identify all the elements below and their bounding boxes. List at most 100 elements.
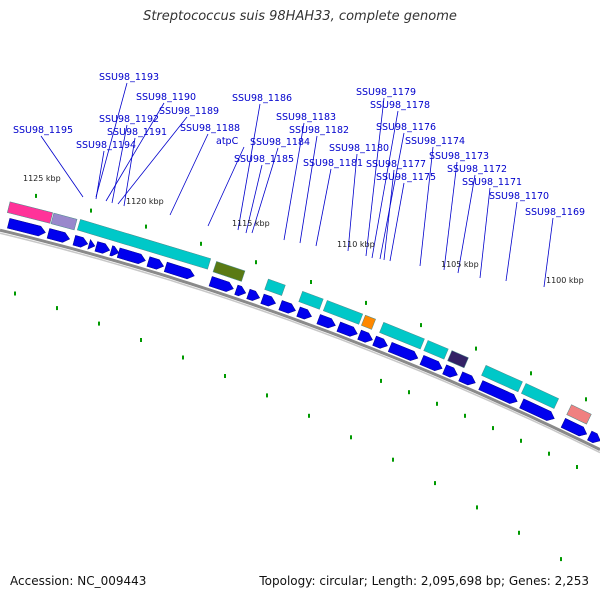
- tick-mark: [255, 260, 257, 265]
- tick-mark: [365, 300, 367, 305]
- leader-line: [419, 146, 434, 267]
- pink-feature: [7, 201, 53, 224]
- gene-label: atpC: [216, 136, 239, 147]
- gene-label: SSU98_1180: [329, 143, 389, 154]
- gene-label: SSU98_1176: [376, 122, 436, 133]
- tick-mark: [98, 321, 100, 326]
- leader-line: [347, 153, 358, 252]
- cds-arrow: [278, 300, 296, 314]
- cyan-feature: [521, 383, 559, 409]
- cds-arrow: [94, 241, 111, 254]
- leader-line: [207, 146, 245, 227]
- cds-arrow-shape: [419, 355, 443, 372]
- tick-mark: [266, 393, 268, 398]
- cds-arrow-shape: [46, 228, 71, 243]
- position-label: 1110 kbp: [337, 240, 375, 249]
- cds-arrow-shape: [7, 218, 46, 237]
- cds-arrow-shape: [234, 284, 247, 297]
- leader-line: [389, 182, 405, 262]
- leader-line: [299, 135, 318, 244]
- cds-arrow-shape: [246, 288, 261, 301]
- cds-arrow: [387, 341, 419, 361]
- cyan-feature: [76, 219, 212, 270]
- pink-feature-shape: [7, 201, 53, 224]
- cyan-feature-shape: [76, 219, 212, 270]
- gene-label: SSU98_1186: [232, 93, 292, 104]
- tick-mark: [350, 435, 352, 440]
- tick-mark: [464, 413, 466, 418]
- gene-label: SSU98_1191: [107, 127, 167, 138]
- gene-label: SSU98_1193: [99, 72, 159, 83]
- cds-arrow: [478, 380, 518, 404]
- cds-arrow: [87, 238, 96, 250]
- tick-mark: [14, 291, 16, 296]
- cds-arrow-shape: [372, 335, 388, 349]
- cyan-feature-shape: [264, 278, 286, 296]
- gene-label: SSU98_1194: [76, 140, 136, 151]
- cyan-feature: [481, 365, 523, 393]
- tick-mark: [392, 457, 394, 462]
- gene-label: SSU98_1173: [429, 151, 489, 162]
- topology-text: Topology: circular; Length: 2,095,698 bp…: [259, 574, 589, 588]
- cds-arrow: [260, 293, 276, 307]
- gene-label: SSU98_1175: [376, 172, 436, 183]
- cyan-feature: [379, 321, 425, 350]
- cds-arrow: [419, 355, 443, 372]
- gene-label: SSU98_1184: [250, 137, 310, 148]
- olive-feature-shape: [212, 261, 246, 282]
- tick-mark: [56, 306, 58, 311]
- cds-arrow: [442, 364, 458, 378]
- position-label: 1105 kbp: [441, 260, 479, 269]
- gene-label: SSU98_1181: [303, 158, 363, 169]
- orange-feature: [361, 314, 376, 330]
- tick-mark: [145, 224, 147, 229]
- tick-mark: [560, 557, 562, 562]
- tick-mark: [436, 401, 438, 406]
- gene-label: SSU98_1169: [525, 207, 585, 218]
- tick-mark: [200, 241, 202, 246]
- cyan-feature: [322, 300, 364, 325]
- leader-line: [379, 132, 405, 260]
- gene-label: SSU98_1174: [405, 136, 465, 147]
- cds-arrow: [163, 261, 195, 280]
- tick-mark: [380, 378, 382, 383]
- leader-line: [479, 187, 491, 279]
- orange-feature-shape: [361, 314, 376, 330]
- cds-arrow-shape: [163, 261, 195, 280]
- tick-mark: [140, 338, 142, 342]
- leader-line: [457, 174, 476, 274]
- gene-label: SSU98_1170: [489, 191, 549, 202]
- cds-arrow-shape: [458, 371, 476, 386]
- dark-feature: [447, 350, 469, 369]
- cyan-feature-shape: [379, 321, 425, 350]
- tick-mark: [475, 346, 477, 351]
- cds-arrow-shape: [560, 418, 588, 437]
- leader-line: [117, 116, 188, 205]
- leader-line: [95, 150, 105, 200]
- position-label: 1115 kbp: [232, 219, 270, 228]
- leader-line: [40, 135, 84, 198]
- tick-mark: [585, 397, 587, 402]
- cds-arrow: [72, 235, 89, 248]
- tick-mark: [476, 505, 478, 510]
- tick-mark: [224, 374, 226, 378]
- cds-arrow-shape: [146, 256, 165, 270]
- cds-arrow-shape: [442, 364, 458, 378]
- cds-arrow: [208, 276, 234, 292]
- cyan-feature-shape: [298, 291, 324, 310]
- cds-arrow-shape: [87, 238, 96, 250]
- gene-label: SSU98_1183: [276, 112, 336, 123]
- leader-line: [443, 161, 458, 271]
- cds-arrow: [560, 418, 588, 437]
- gene-label: SSU98_1189: [159, 106, 219, 117]
- gene-label: SSU98_1195: [13, 125, 73, 136]
- position-label: 1120 kbp: [126, 197, 164, 206]
- leader-line: [543, 217, 554, 288]
- gene-label: SSU98_1190: [136, 92, 196, 103]
- gene-label: SSU98_1177: [366, 159, 426, 170]
- gene-label: SSU98_1178: [370, 100, 430, 111]
- cyan-feature-shape: [322, 300, 364, 325]
- tick-mark: [420, 323, 422, 328]
- tick-mark: [576, 465, 578, 469]
- leader-line: [251, 147, 279, 234]
